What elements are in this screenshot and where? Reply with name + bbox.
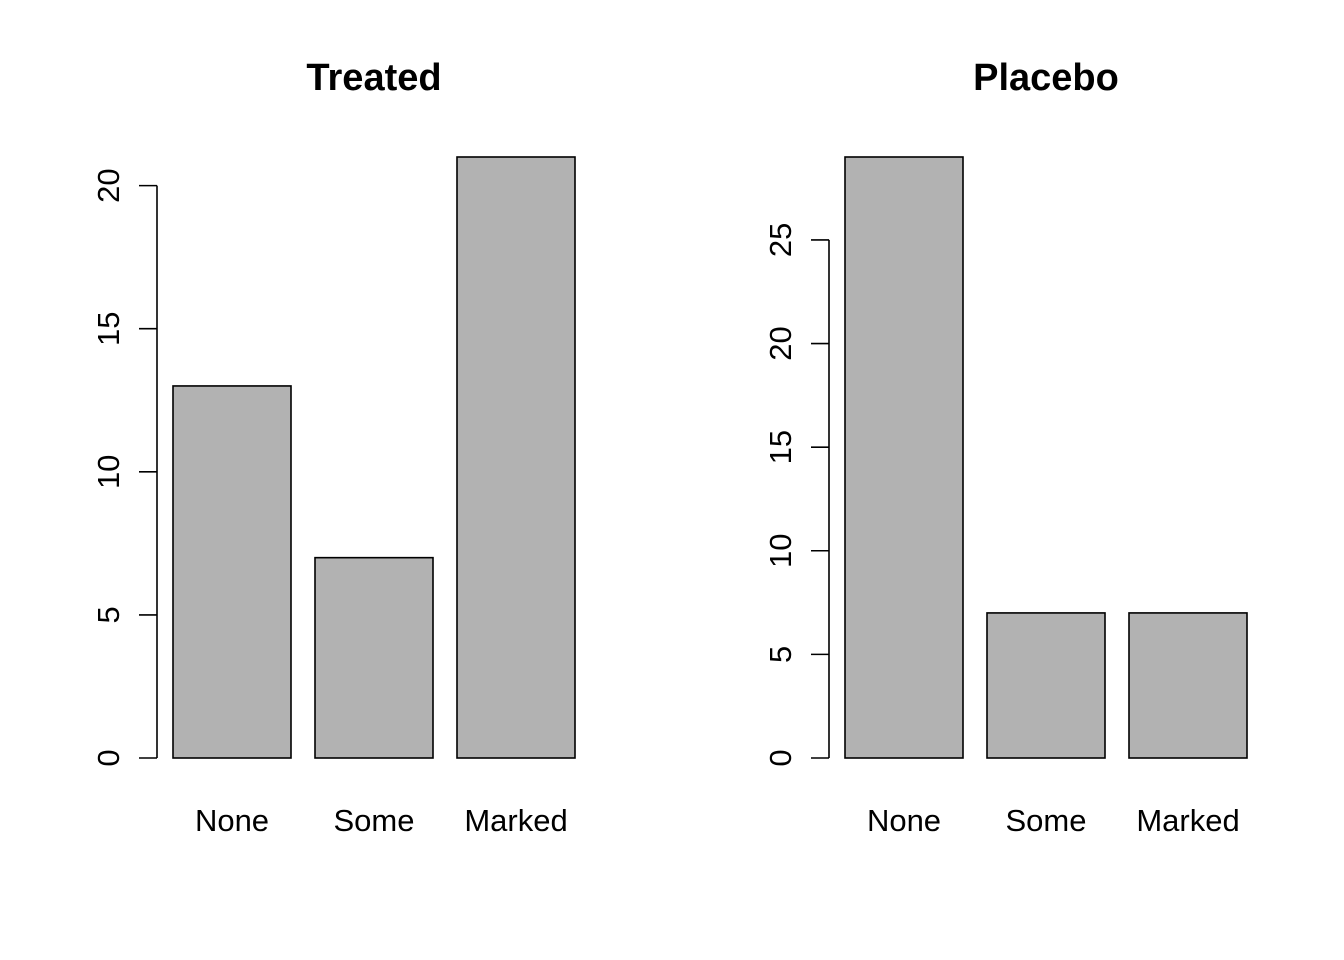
x-category-label: Marked [1136,803,1239,838]
x-category-label: Some [334,803,415,838]
x-category-label: None [195,803,269,838]
x-category-label: Marked [464,803,567,838]
bar-marked [1128,612,1248,759]
y-tick-label: 5 [763,646,798,663]
bar-some [314,556,434,759]
bar-none [172,385,292,759]
x-category-label: None [867,803,941,838]
y-tick-label: 20 [91,168,126,202]
y-tick-label: 10 [763,534,798,568]
x-category-label: Some [1006,803,1087,838]
y-tick-label: 25 [763,223,798,257]
chart-panel-0: 0 5 10 15 20 None Some Marked Treated [91,57,576,838]
bar-some [986,612,1106,759]
y-tick-label: 15 [91,311,126,345]
chart-title: Placebo [973,57,1119,99]
y-tick-label: 20 [763,326,798,360]
chart-panel-1: 0 5 10 15 20 25 None Some Marked Placebo [763,57,1248,838]
bar-marked [456,156,576,759]
y-tick-label: 10 [91,455,126,489]
y-tick-label: 0 [91,749,126,766]
chart-title: Treated [306,57,441,99]
y-tick-label: 5 [91,606,126,623]
bar-none [844,156,964,759]
y-tick-label: 0 [763,749,798,766]
y-tick-label: 15 [763,430,798,464]
